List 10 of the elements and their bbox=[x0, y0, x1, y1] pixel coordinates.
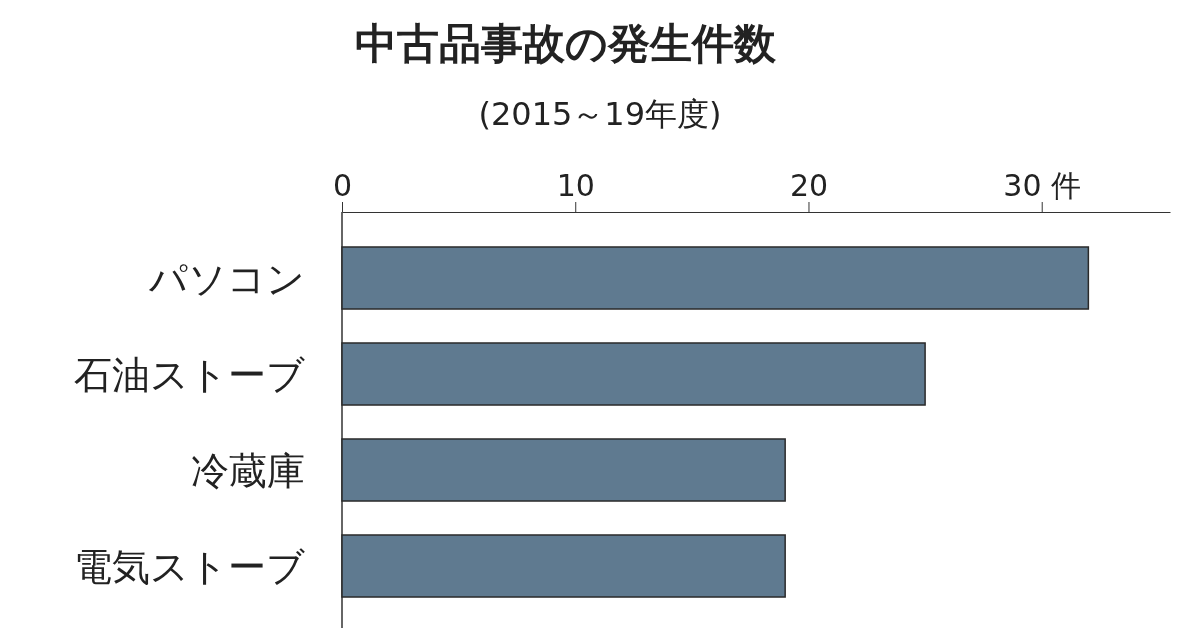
x-tick-label: 20 bbox=[789, 168, 829, 203]
x-tick-label: 10 bbox=[556, 168, 595, 203]
y-tick-label: 電気ストーブ bbox=[74, 544, 305, 589]
y-tick-label: 石油ストーブ bbox=[74, 352, 305, 397]
chart-subtitle: (2015～19年度) bbox=[478, 95, 722, 133]
x-tick-label: 30 件 bbox=[1003, 168, 1082, 203]
x-tick-label: 0 bbox=[332, 168, 353, 203]
chart-title: 中古品事故の発生件数 bbox=[354, 19, 777, 68]
y-tick-label: 冷蔵庫 bbox=[191, 448, 305, 493]
y-tick-label: パソコン bbox=[148, 256, 305, 301]
